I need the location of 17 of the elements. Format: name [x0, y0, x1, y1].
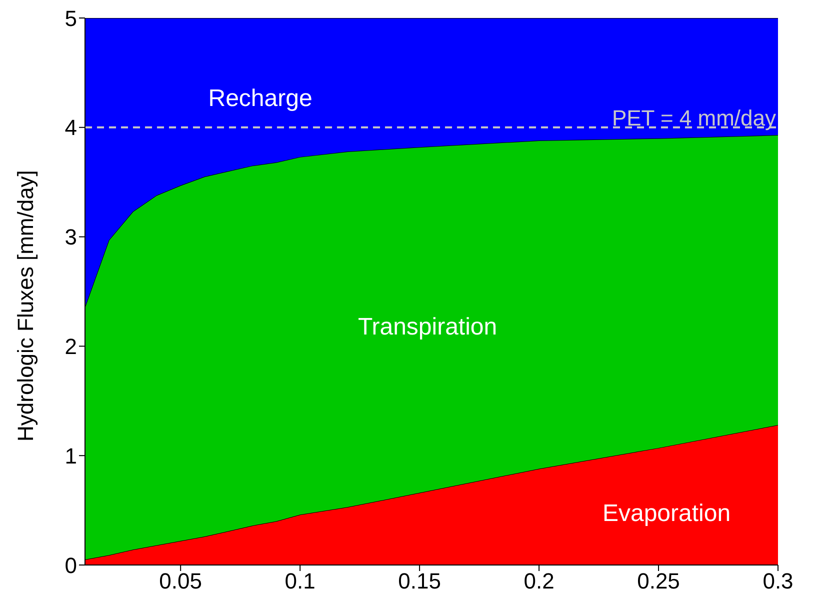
x-tick-label: 0.15	[398, 568, 441, 594]
y-tick-label: 5	[64, 6, 77, 31]
x-tick-label: 0.2	[524, 568, 554, 594]
y-tick-label: 4	[64, 115, 77, 140]
y-tick-label: 0	[64, 552, 77, 578]
y-tick-label: 2	[64, 334, 77, 360]
y-tick-label: 3	[64, 224, 77, 250]
x-tick-label: 0.25	[637, 568, 680, 594]
ref-line-label: PET = 4 mm/day	[612, 105, 776, 130]
series-label: Transpiration	[358, 313, 498, 340]
x-tick-label: 0.05	[159, 568, 202, 594]
x-tick-label: 0.3	[762, 568, 794, 594]
series-label: Evaporation	[602, 500, 731, 527]
y-axis-title: Hydrologic Fluxes [mm/day]	[12, 170, 38, 442]
x-tick-label: 0.1	[284, 568, 316, 594]
series-label: Recharge	[208, 85, 312, 112]
y-tick-label: 1	[64, 443, 77, 468]
